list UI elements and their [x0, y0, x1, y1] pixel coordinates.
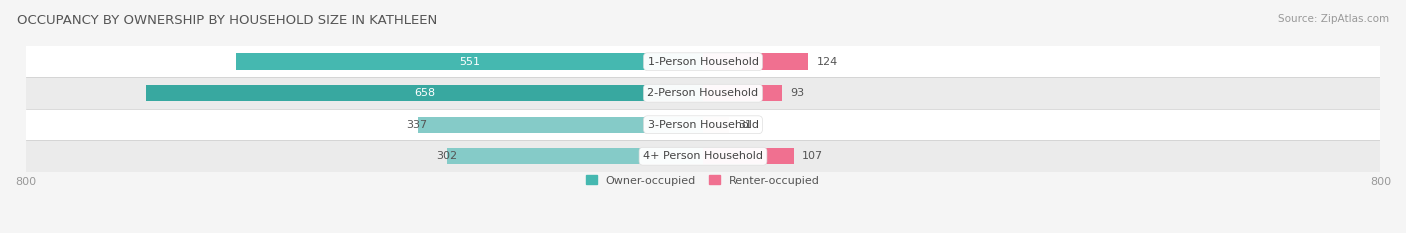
Text: 337: 337 — [406, 120, 427, 130]
Text: 658: 658 — [413, 88, 434, 98]
Text: 107: 107 — [801, 151, 823, 161]
Bar — [703, 148, 793, 164]
Text: 2-Person Household: 2-Person Household — [647, 88, 759, 98]
Text: 302: 302 — [436, 151, 457, 161]
Bar — [25, 46, 1381, 77]
Bar — [25, 109, 1381, 140]
Bar — [703, 116, 730, 133]
Bar — [236, 54, 703, 70]
Bar — [447, 148, 703, 164]
Legend: Owner-occupied, Renter-occupied: Owner-occupied, Renter-occupied — [581, 171, 825, 190]
Text: 4+ Person Household: 4+ Person Household — [643, 151, 763, 161]
Text: 551: 551 — [460, 57, 481, 67]
Text: 3-Person Household: 3-Person Household — [648, 120, 758, 130]
Text: 93: 93 — [790, 88, 804, 98]
Bar — [146, 85, 703, 101]
Text: OCCUPANCY BY OWNERSHIP BY HOUSEHOLD SIZE IN KATHLEEN: OCCUPANCY BY OWNERSHIP BY HOUSEHOLD SIZE… — [17, 14, 437, 27]
Bar — [418, 116, 703, 133]
Text: Source: ZipAtlas.com: Source: ZipAtlas.com — [1278, 14, 1389, 24]
Bar — [25, 77, 1381, 109]
Bar — [703, 85, 782, 101]
Text: 31: 31 — [738, 120, 752, 130]
Text: 124: 124 — [817, 57, 838, 67]
Bar — [703, 54, 808, 70]
Text: 1-Person Household: 1-Person Household — [648, 57, 758, 67]
Bar — [25, 140, 1381, 172]
